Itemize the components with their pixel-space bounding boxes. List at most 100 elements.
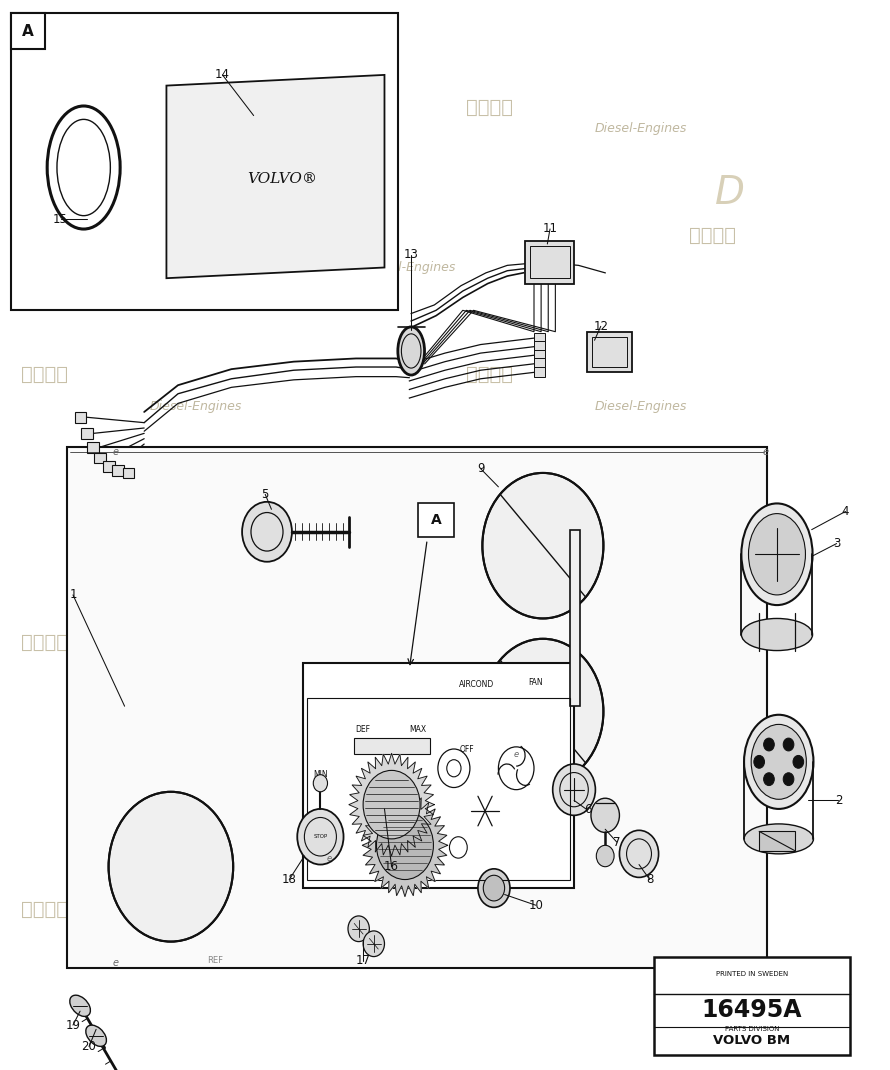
Text: Diesel-Engines: Diesel-Engines — [595, 122, 687, 135]
Text: 16495A: 16495A — [702, 997, 802, 1022]
Text: 20: 20 — [82, 1040, 96, 1053]
Ellipse shape — [741, 618, 813, 651]
Text: Diesel-Engines: Diesel-Engines — [150, 122, 242, 135]
Text: PARTS DIVISION: PARTS DIVISION — [724, 1026, 780, 1033]
Circle shape — [619, 830, 659, 877]
Text: Diesel-Engines: Diesel-Engines — [150, 400, 242, 413]
Text: PRINTED IN SWEDEN: PRINTED IN SWEDEN — [716, 972, 789, 977]
Text: 4: 4 — [842, 505, 849, 518]
Text: MIN: MIN — [313, 770, 328, 779]
Bar — [11, 13, 398, 310]
Circle shape — [297, 809, 344, 865]
Text: e: e — [113, 446, 118, 457]
Polygon shape — [349, 753, 434, 856]
Bar — [587, 332, 632, 372]
Bar — [303, 663, 574, 888]
Text: 12: 12 — [594, 320, 608, 333]
Text: 紫发动力: 紫发动力 — [466, 365, 513, 384]
Text: e: e — [763, 958, 768, 968]
Text: D: D — [270, 173, 300, 212]
Bar — [354, 738, 430, 754]
Text: D: D — [270, 462, 300, 501]
Text: STOP: STOP — [313, 835, 328, 839]
Text: e: e — [514, 750, 519, 759]
Ellipse shape — [748, 514, 805, 595]
Text: 紫发动力: 紫发动力 — [689, 504, 735, 523]
Text: D: D — [715, 751, 745, 790]
Text: VOLVO®: VOLVO® — [247, 171, 317, 186]
Text: Diesel-Engines: Diesel-Engines — [150, 935, 242, 948]
Text: 14: 14 — [215, 68, 230, 81]
Circle shape — [764, 738, 774, 751]
Circle shape — [596, 845, 614, 867]
Text: A: A — [21, 24, 34, 39]
Text: 2: 2 — [835, 794, 842, 807]
Bar — [759, 831, 795, 851]
Text: A: A — [431, 513, 441, 528]
Polygon shape — [67, 447, 767, 968]
Text: Diesel-Engines: Diesel-Engines — [363, 796, 456, 809]
Text: Diesel-Engines: Diesel-Engines — [363, 261, 456, 274]
Ellipse shape — [744, 715, 813, 809]
Text: 7: 7 — [613, 836, 620, 849]
Bar — [534, 333, 545, 342]
Ellipse shape — [741, 504, 813, 606]
Text: VOLVO BM: VOLVO BM — [714, 1034, 790, 1046]
Bar — [103, 461, 115, 472]
Circle shape — [482, 473, 603, 618]
Text: 15: 15 — [53, 213, 68, 226]
Text: 8: 8 — [646, 873, 653, 886]
Text: 9: 9 — [477, 462, 484, 475]
Text: 6: 6 — [584, 804, 591, 816]
Text: 紫发动力: 紫发动力 — [21, 97, 68, 117]
Text: 11: 11 — [543, 223, 557, 235]
Circle shape — [793, 755, 804, 768]
Text: REF: REF — [207, 957, 223, 965]
Circle shape — [783, 738, 794, 751]
Text: 紫发动力: 紫发动力 — [244, 771, 290, 791]
Ellipse shape — [69, 995, 91, 1016]
Text: D: D — [715, 173, 745, 212]
Bar — [307, 698, 570, 880]
Circle shape — [348, 916, 369, 942]
Circle shape — [376, 811, 433, 880]
Text: MAX: MAX — [409, 725, 427, 734]
Text: 紫发动力: 紫发动力 — [466, 632, 513, 652]
Circle shape — [483, 875, 505, 901]
Text: DEF: DEF — [356, 725, 370, 734]
Text: e: e — [327, 854, 332, 862]
Circle shape — [553, 764, 595, 815]
Bar — [530, 246, 570, 278]
Text: 紫发动力: 紫发动力 — [244, 226, 290, 245]
Text: Diesel-Engines: Diesel-Engines — [595, 657, 687, 670]
Text: 18: 18 — [282, 873, 296, 886]
Text: 1: 1 — [69, 588, 77, 601]
Text: 3: 3 — [833, 537, 840, 550]
Text: 紫发动力: 紫发动力 — [466, 97, 513, 117]
Text: AIRCOND: AIRCOND — [458, 681, 494, 689]
Text: e: e — [113, 958, 118, 968]
Circle shape — [783, 773, 794, 785]
Bar — [534, 367, 545, 377]
Polygon shape — [362, 794, 448, 897]
Text: 紫发动力: 紫发动力 — [689, 771, 735, 791]
Bar — [11, 13, 45, 49]
Bar — [81, 428, 93, 439]
Bar — [87, 442, 99, 453]
Circle shape — [764, 773, 774, 785]
Ellipse shape — [85, 1025, 107, 1046]
Text: 紫发动力: 紫发动力 — [21, 365, 68, 384]
Circle shape — [363, 931, 384, 957]
Text: 17: 17 — [356, 954, 370, 967]
Text: 10: 10 — [529, 899, 543, 912]
Polygon shape — [166, 75, 384, 278]
Text: 紫发动力: 紫发动力 — [689, 226, 735, 245]
Ellipse shape — [751, 724, 806, 799]
Bar — [570, 530, 580, 706]
Bar — [94, 453, 106, 463]
Bar — [75, 412, 86, 423]
Text: 5: 5 — [262, 488, 269, 501]
Circle shape — [478, 869, 510, 907]
Text: Diesel-Engines: Diesel-Engines — [363, 529, 456, 541]
Text: 紫发动力: 紫发动力 — [244, 504, 290, 523]
